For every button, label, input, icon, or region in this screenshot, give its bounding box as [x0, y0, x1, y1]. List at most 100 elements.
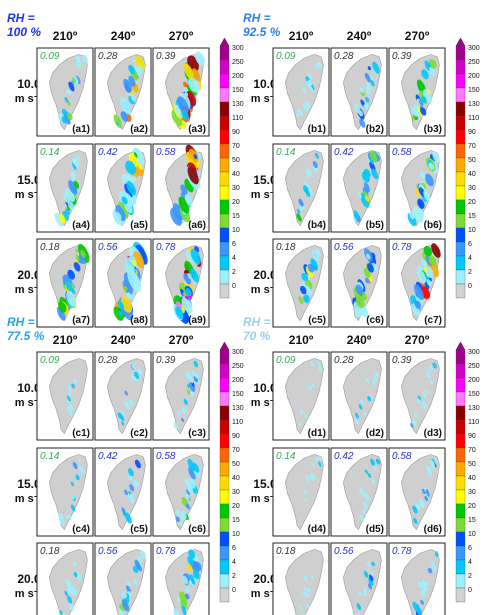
panel-label: (c5)	[130, 524, 148, 535]
colorbar-swatch	[219, 227, 230, 243]
rain-blob	[73, 164, 77, 170]
row-speed-label: 15.0	[253, 173, 277, 187]
rain-blob	[127, 475, 133, 481]
rain-blob	[303, 488, 308, 495]
colorbar-swatch	[219, 213, 230, 229]
colorbar-tick-label: 10	[468, 531, 476, 538]
row-speed-label: 15.0	[17, 477, 41, 491]
colorbar-tick-label: 200	[232, 73, 244, 80]
colorbar-tick-label: 200	[468, 73, 480, 80]
rain-blob	[418, 187, 426, 197]
colorbar-tick-label: 130	[232, 405, 244, 412]
rain-blob	[414, 300, 421, 309]
colorbar-tick-label: 0	[232, 283, 236, 290]
map-panel: 0.18(d7)	[272, 542, 330, 615]
colorbar-tick-label: 130	[468, 405, 480, 412]
rain-blob	[429, 67, 436, 77]
rain-blob	[181, 417, 185, 423]
row-unit-label: m s⁻¹	[15, 189, 44, 201]
rain-blob	[121, 591, 127, 599]
rain-blob	[412, 505, 418, 514]
rain-blob	[426, 279, 432, 286]
colorbar-swatch	[219, 269, 230, 285]
rain-blob	[138, 65, 143, 72]
rain-blob	[71, 288, 76, 295]
map-panel: 0.42 (c5)	[94, 447, 152, 537]
rain-blob	[353, 217, 357, 223]
rain-blob	[424, 173, 434, 187]
island-shape	[48, 454, 88, 531]
rain-blob	[186, 151, 197, 169]
rain-blob	[129, 493, 134, 501]
colorbar-tick-label: 15	[468, 517, 476, 524]
colorbar-swatch	[219, 101, 230, 117]
colorbar-tick-label: 250	[468, 59, 480, 66]
colorbar-tick-label: 4	[232, 255, 236, 262]
colorbar-tick-label: 70	[468, 447, 476, 454]
colorbar-swatch	[219, 185, 230, 201]
rain-blob	[417, 269, 427, 283]
rain-blob	[131, 363, 136, 370]
map-panel: 0.56(c8)	[94, 542, 152, 615]
corner-value: 0.58	[392, 147, 412, 158]
colorbar-tick-label: 30	[232, 489, 240, 496]
rain-blob	[367, 583, 373, 590]
rain-blob	[368, 577, 374, 586]
rain-blob	[73, 588, 77, 594]
row-unit-label: m s⁻¹	[15, 397, 44, 409]
colorbar-tick-label: 6	[468, 545, 472, 552]
rain-blob	[363, 502, 368, 510]
rain-blob	[369, 574, 374, 582]
rain-blob	[64, 590, 68, 597]
colorbar-swatch	[219, 363, 230, 379]
rain-blob	[77, 458, 81, 463]
colorbar-swatch	[219, 461, 230, 477]
rain-blob	[123, 285, 128, 292]
island-shape	[284, 358, 324, 435]
rain-blob	[424, 389, 428, 394]
colorbar-swatch	[219, 503, 230, 519]
rain-blob	[66, 89, 71, 96]
colorbar-tick-label: 30	[232, 185, 240, 192]
island-shape	[284, 549, 324, 615]
colorbar-tick-label: 10	[232, 227, 240, 234]
colorbar-swatch	[455, 517, 466, 533]
rain-blob	[75, 254, 80, 261]
rain-blob	[365, 277, 370, 284]
colorbar-tick-label: 50	[468, 461, 476, 468]
rain-blob	[421, 582, 428, 592]
rain-blob	[66, 189, 75, 203]
colorbar-tick-label: 110	[232, 419, 243, 426]
rain-blob	[125, 592, 130, 599]
colorbar-tick-label: 110	[468, 419, 479, 426]
colorbar-tick-label: 300	[232, 349, 244, 356]
colorbar-swatch	[455, 185, 466, 201]
rain-blob	[306, 81, 312, 89]
panel-label: (a5)	[130, 220, 148, 231]
corner-value: 0.09	[40, 355, 60, 366]
panel-label: (a4)	[72, 220, 90, 231]
map-panel: 0.58 (a6)	[152, 143, 210, 233]
rain-blob	[134, 80, 139, 86]
panel-label: (d2)	[366, 428, 384, 439]
rain-blob	[306, 587, 310, 593]
colorbar-swatch	[455, 213, 466, 229]
colorbar-tick-label: 10	[468, 227, 476, 234]
row-unit-label: m s⁻¹	[251, 588, 280, 600]
rain-blob	[303, 575, 308, 582]
row-unit-label: m s⁻¹	[251, 284, 280, 296]
rain-blob	[179, 521, 183, 527]
rain-blob	[187, 485, 194, 494]
rain-blob	[305, 265, 314, 278]
rain-blob	[67, 514, 72, 520]
rain-blob	[310, 574, 315, 580]
colorbar-swatch	[455, 419, 466, 435]
rain-blob	[369, 150, 378, 163]
panel-label: (b1)	[308, 124, 326, 135]
rain-blob	[307, 263, 315, 273]
corner-value: 0.18	[276, 546, 296, 557]
corner-value: 0.28	[98, 51, 118, 62]
colorbar-tick-label: 4	[468, 255, 472, 262]
rain-blob	[67, 112, 73, 121]
rain-blob	[420, 590, 426, 598]
